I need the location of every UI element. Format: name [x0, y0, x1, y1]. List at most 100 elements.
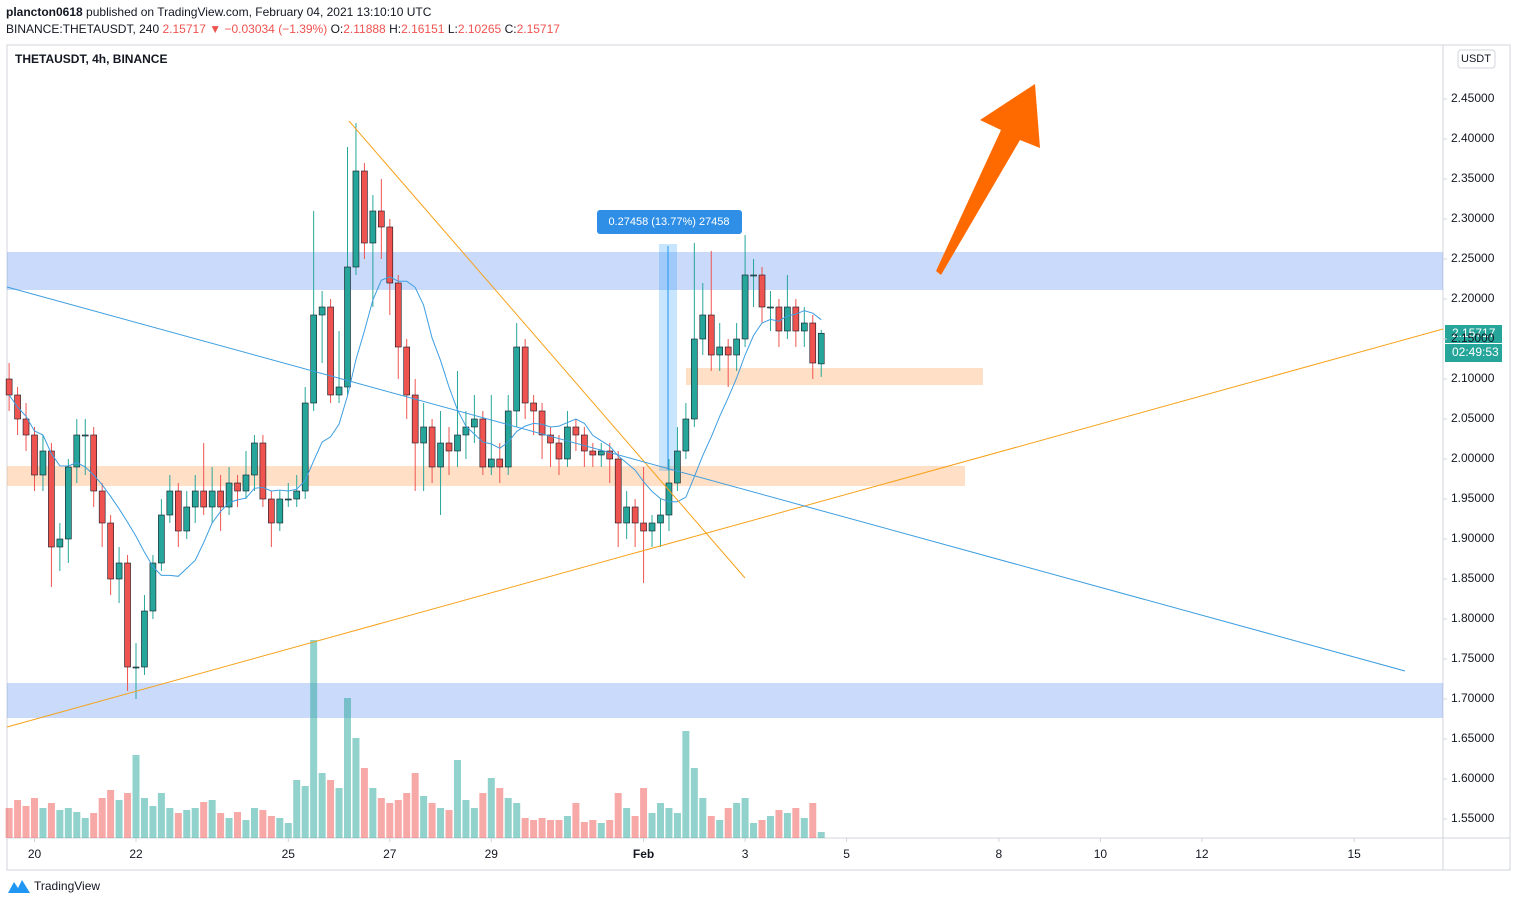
volume-bar	[242, 820, 250, 838]
candle-body	[107, 522, 114, 580]
y-tick-label: 1.75000	[1451, 651, 1495, 665]
volume-bar	[166, 808, 174, 838]
candle-body	[665, 482, 673, 516]
volume-bar	[149, 806, 157, 838]
frame	[6, 44, 1511, 871]
volume-bar	[589, 820, 597, 838]
header-line: plancton0618 published on TradingView.co…	[6, 5, 431, 19]
volume-bar	[5, 808, 13, 838]
volume-bar	[14, 800, 22, 838]
volume-bar	[580, 822, 588, 838]
support-zone	[7, 683, 1443, 718]
volume-bar	[479, 793, 487, 838]
candle-body	[767, 306, 774, 309]
candle-body	[420, 426, 427, 444]
candle-body	[606, 450, 614, 460]
candle-body	[801, 322, 808, 332]
candle-body	[175, 490, 182, 532]
volume-bar	[318, 773, 326, 838]
candle-body	[225, 482, 233, 508]
candle-body	[5, 378, 13, 396]
volume-bar	[606, 820, 614, 838]
volume-bar	[310, 640, 318, 838]
candle-body	[716, 346, 724, 356]
candle-body	[445, 442, 453, 452]
volume-bar	[47, 803, 55, 838]
x-tick-label: 20	[28, 847, 42, 861]
x-tick-label: 22	[129, 847, 143, 861]
volume-bar	[22, 806, 30, 838]
candle-body	[65, 466, 72, 540]
y-tick-label: 2.05000	[1451, 411, 1495, 425]
candle-body	[792, 306, 800, 332]
volume-bar	[716, 820, 724, 838]
volume-bar	[504, 798, 512, 838]
symbol: BINANCE:THETAUSDT, 240	[6, 22, 160, 36]
volume-bar	[403, 793, 411, 838]
volume-bar	[665, 808, 673, 838]
volume-bar	[656, 803, 664, 838]
measure-label-box	[597, 210, 742, 234]
candle-body	[301, 402, 309, 492]
volume-bar	[648, 813, 656, 838]
volume-bar	[140, 798, 148, 838]
volume-bar	[335, 788, 343, 838]
candle-body	[276, 498, 284, 524]
candle-body	[538, 410, 546, 436]
volume-bar	[234, 812, 242, 838]
volume-bar	[30, 798, 38, 838]
candle-body	[208, 490, 216, 508]
volume-bar	[411, 773, 419, 838]
zones	[7, 244, 1443, 718]
volume-bar	[775, 810, 783, 838]
volume-bar	[90, 813, 98, 838]
candle-body	[775, 306, 783, 332]
timer-box	[1445, 344, 1502, 362]
candle-body	[488, 458, 495, 468]
volume-bar	[809, 803, 817, 838]
x-tick-label: 5	[843, 847, 850, 861]
candle-body	[394, 282, 402, 348]
volume-bar	[352, 738, 360, 838]
volume-bar	[496, 788, 504, 838]
candle-body	[648, 522, 656, 532]
logo	[8, 880, 30, 893]
candle-body	[242, 474, 250, 492]
volume-bar	[758, 820, 766, 838]
big-arrow	[936, 84, 1040, 275]
candle-body	[454, 434, 461, 452]
y-tick-label: 2.20000	[1451, 291, 1495, 305]
candle-body	[132, 666, 140, 669]
volume-bar	[673, 813, 681, 838]
y-tick-label: 1.70000	[1451, 691, 1495, 705]
volume-bar	[462, 800, 470, 838]
volume-bar	[741, 798, 749, 838]
change: −0.03034 (−1.39%)	[224, 22, 328, 36]
support-zone	[7, 466, 965, 486]
ohlc-label: H:	[389, 22, 402, 36]
volume-bar	[428, 803, 436, 838]
volume-bar	[783, 813, 791, 838]
candles	[5, 123, 825, 699]
y-tick-label: 2.35000	[1451, 171, 1495, 185]
volume-bar	[470, 808, 478, 838]
candle-body	[81, 434, 89, 437]
candle-body	[284, 498, 292, 501]
volume-bar	[750, 823, 758, 838]
candle-body	[733, 338, 740, 356]
candle-body	[259, 442, 267, 500]
candle-body	[166, 490, 174, 516]
candle-body	[183, 506, 191, 532]
y-tick-label: 1.65000	[1451, 731, 1495, 745]
currency: USDT	[1461, 53, 1491, 65]
y-tick-label: 2.10000	[1451, 371, 1495, 385]
volume-bar	[115, 800, 123, 838]
x-tick-label: Feb	[633, 847, 654, 861]
volume-bar	[107, 790, 115, 838]
volume-bar	[445, 810, 453, 838]
volume-bar	[733, 803, 741, 838]
header-line: BINANCE:THETAUSDT, 240 2.15717 ▼ −0.0303…	[6, 22, 560, 36]
volume-bar	[597, 823, 605, 838]
volume-bar	[420, 796, 428, 838]
